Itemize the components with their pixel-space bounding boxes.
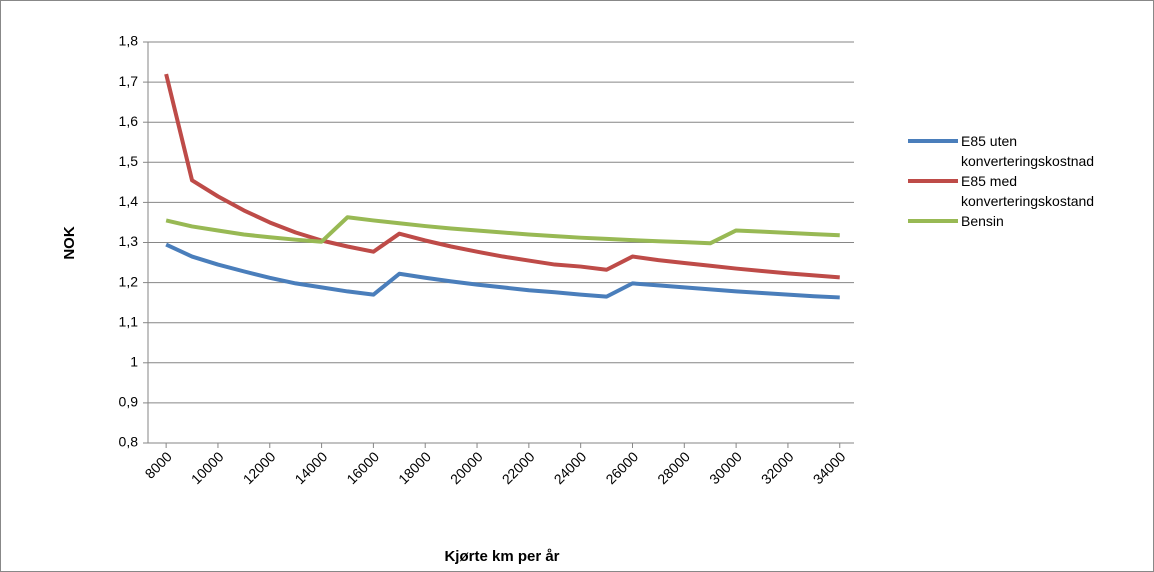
y-tick-label: 0,8 <box>119 434 139 450</box>
series-line <box>165 215 840 246</box>
y-tick-label: 0,9 <box>119 394 139 410</box>
y-tick-label: 1,7 <box>119 73 139 89</box>
y-tick-label: 1,2 <box>119 273 139 289</box>
legend-label: E85 uten konverteringskostnad <box>961 133 1095 169</box>
legend: E85 uten konverteringskostnad E85 med kon… <box>908 131 1141 231</box>
y-axis-title: NOK <box>61 226 78 260</box>
legend-swatch <box>908 179 958 183</box>
y-tick-label: 1,8 <box>119 33 139 49</box>
legend-entry: E85 med konverteringskostand <box>908 171 1141 211</box>
series-line <box>164 73 840 280</box>
legend-swatch <box>908 139 958 143</box>
legend-entry: E85 uten konverteringskostnad <box>908 131 1141 171</box>
y-tick-label: 1 <box>130 354 138 370</box>
legend-label: Bensin <box>961 213 1004 229</box>
y-tick-label: 1,6 <box>119 113 139 129</box>
legend-label: E85 med konverteringskostand <box>961 173 1095 209</box>
x-axis-title: Kjørte km per år <box>444 548 559 565</box>
legend-swatch <box>908 219 958 223</box>
y-tick-label: 1,3 <box>119 233 139 249</box>
y-tick-label: 1,1 <box>119 313 139 329</box>
y-tick-label: 1,5 <box>119 153 139 169</box>
legend-entry: Bensin <box>908 211 1141 231</box>
series-line <box>165 242 840 300</box>
y-tick-label: 1,4 <box>119 193 139 209</box>
